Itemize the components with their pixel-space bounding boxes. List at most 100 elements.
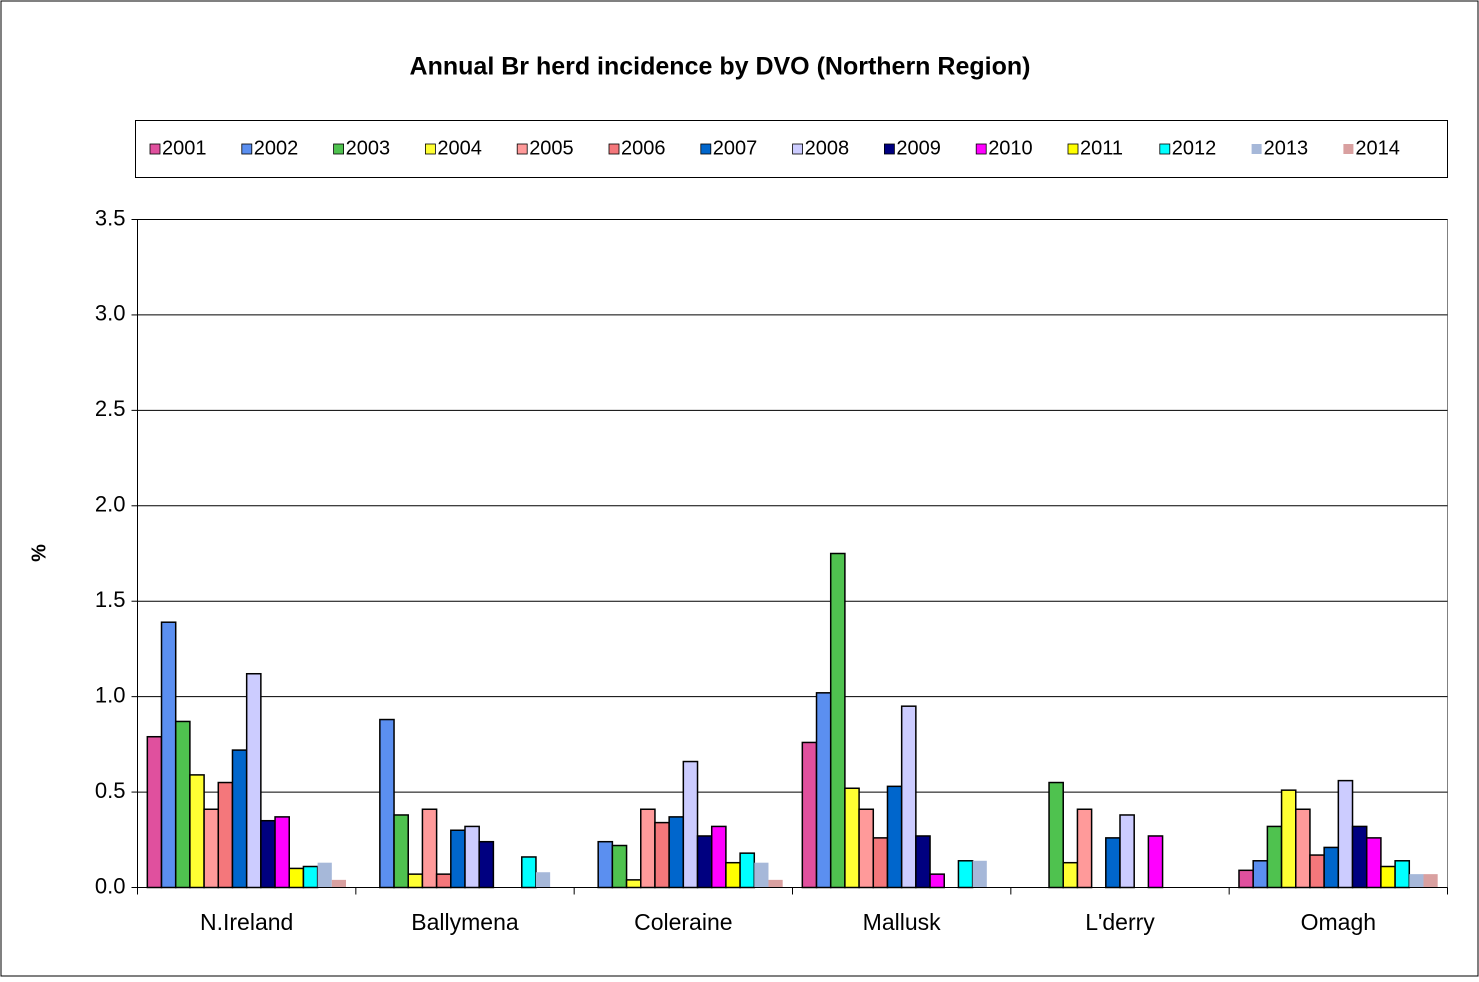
legend-label: 2005 <box>529 137 574 159</box>
bar <box>421 808 438 889</box>
legend-label: 2013 <box>1264 137 1309 159</box>
legend-swatch <box>608 143 620 155</box>
legend-swatch <box>792 143 803 155</box>
legend-swatch <box>1159 143 1171 155</box>
bar <box>435 873 452 889</box>
bar <box>929 873 945 889</box>
bar <box>1337 779 1354 889</box>
bar <box>801 741 818 889</box>
y-tick-label: 3.5 <box>95 205 126 230</box>
bar <box>217 781 234 889</box>
bar <box>231 749 248 889</box>
bar <box>1423 874 1438 888</box>
legend-label: 2011 <box>1080 137 1123 159</box>
x-tick-label: Ballymena <box>411 909 519 935</box>
bar <box>1409 874 1424 888</box>
bar <box>1105 837 1121 889</box>
bar <box>288 867 305 889</box>
bar <box>174 720 191 889</box>
bar <box>1266 825 1283 889</box>
bar <box>872 837 889 889</box>
bar <box>302 865 319 889</box>
bar <box>682 760 699 889</box>
legend-swatch <box>1067 143 1079 155</box>
legend-label: 2001 <box>162 137 207 159</box>
bar <box>1323 846 1340 889</box>
legend-swatch <box>884 143 895 155</box>
y-axis-label: % <box>28 544 50 562</box>
bar <box>625 879 642 889</box>
bar <box>1062 861 1079 889</box>
legend-swatch <box>241 143 253 155</box>
bar <box>1394 860 1411 889</box>
bar <box>450 829 466 889</box>
legend-swatch <box>333 143 345 155</box>
legend-label: 2004 <box>437 137 482 159</box>
bar <box>754 862 769 888</box>
x-tick-label: Coleraine <box>634 909 732 935</box>
bar <box>245 672 262 889</box>
legend-label: 2010 <box>988 137 1032 159</box>
bar <box>464 825 480 889</box>
bar <box>886 785 903 889</box>
x-tick-label: Mallusk <box>863 909 941 935</box>
bar <box>1309 854 1325 889</box>
legend-box <box>135 120 1448 178</box>
bar <box>393 814 409 889</box>
bar <box>858 808 875 889</box>
legend-swatch <box>1343 144 1354 154</box>
bar <box>915 835 931 889</box>
bar <box>379 718 395 889</box>
bar <box>957 860 974 889</box>
bar <box>1380 865 1396 889</box>
bar <box>768 879 783 888</box>
y-tick-label: 1.0 <box>95 682 126 707</box>
bar <box>317 862 332 888</box>
bar <box>260 819 276 889</box>
bar <box>1280 789 1297 889</box>
chart-title: Annual Br herd incidence by DVO (Norther… <box>410 53 1031 81</box>
legend-label: 2007 <box>713 137 758 159</box>
y-tick-label: 0.5 <box>95 778 126 803</box>
bar <box>189 774 205 889</box>
bar <box>640 808 656 889</box>
bar <box>274 816 290 889</box>
bar <box>1252 860 1269 889</box>
y-tick-label: 3.0 <box>95 301 126 326</box>
legend-label: 2002 <box>254 137 298 159</box>
legend-label: 2014 <box>1355 137 1400 159</box>
bar <box>725 861 741 889</box>
legend-swatch <box>700 143 712 155</box>
bar <box>1365 837 1382 889</box>
bar <box>521 856 537 889</box>
legend-label: 2003 <box>346 137 391 159</box>
x-tick-label: Omagh <box>1301 909 1376 935</box>
bar <box>1295 808 1311 889</box>
bar <box>1351 825 1368 889</box>
bar <box>739 852 756 889</box>
bar <box>146 735 163 889</box>
bar <box>972 860 987 888</box>
bar <box>668 816 685 889</box>
y-tick-label: 0.0 <box>95 873 126 898</box>
legend-label: 2009 <box>896 137 941 159</box>
bar <box>1076 808 1093 889</box>
bar <box>478 840 495 889</box>
bar <box>1147 835 1164 889</box>
legend-label: 2008 <box>805 137 850 159</box>
bar <box>900 705 917 889</box>
bar <box>331 879 347 888</box>
bar <box>535 872 551 888</box>
bar <box>611 844 628 889</box>
legend-label: 2012 <box>1172 137 1217 159</box>
bar <box>203 808 220 889</box>
legend-swatch <box>975 143 987 155</box>
legend-swatch <box>1251 144 1262 154</box>
bar <box>710 825 727 889</box>
legend-swatch <box>424 143 436 155</box>
bar <box>1238 869 1254 889</box>
bar <box>597 840 614 889</box>
legend-label: 2006 <box>621 137 666 159</box>
